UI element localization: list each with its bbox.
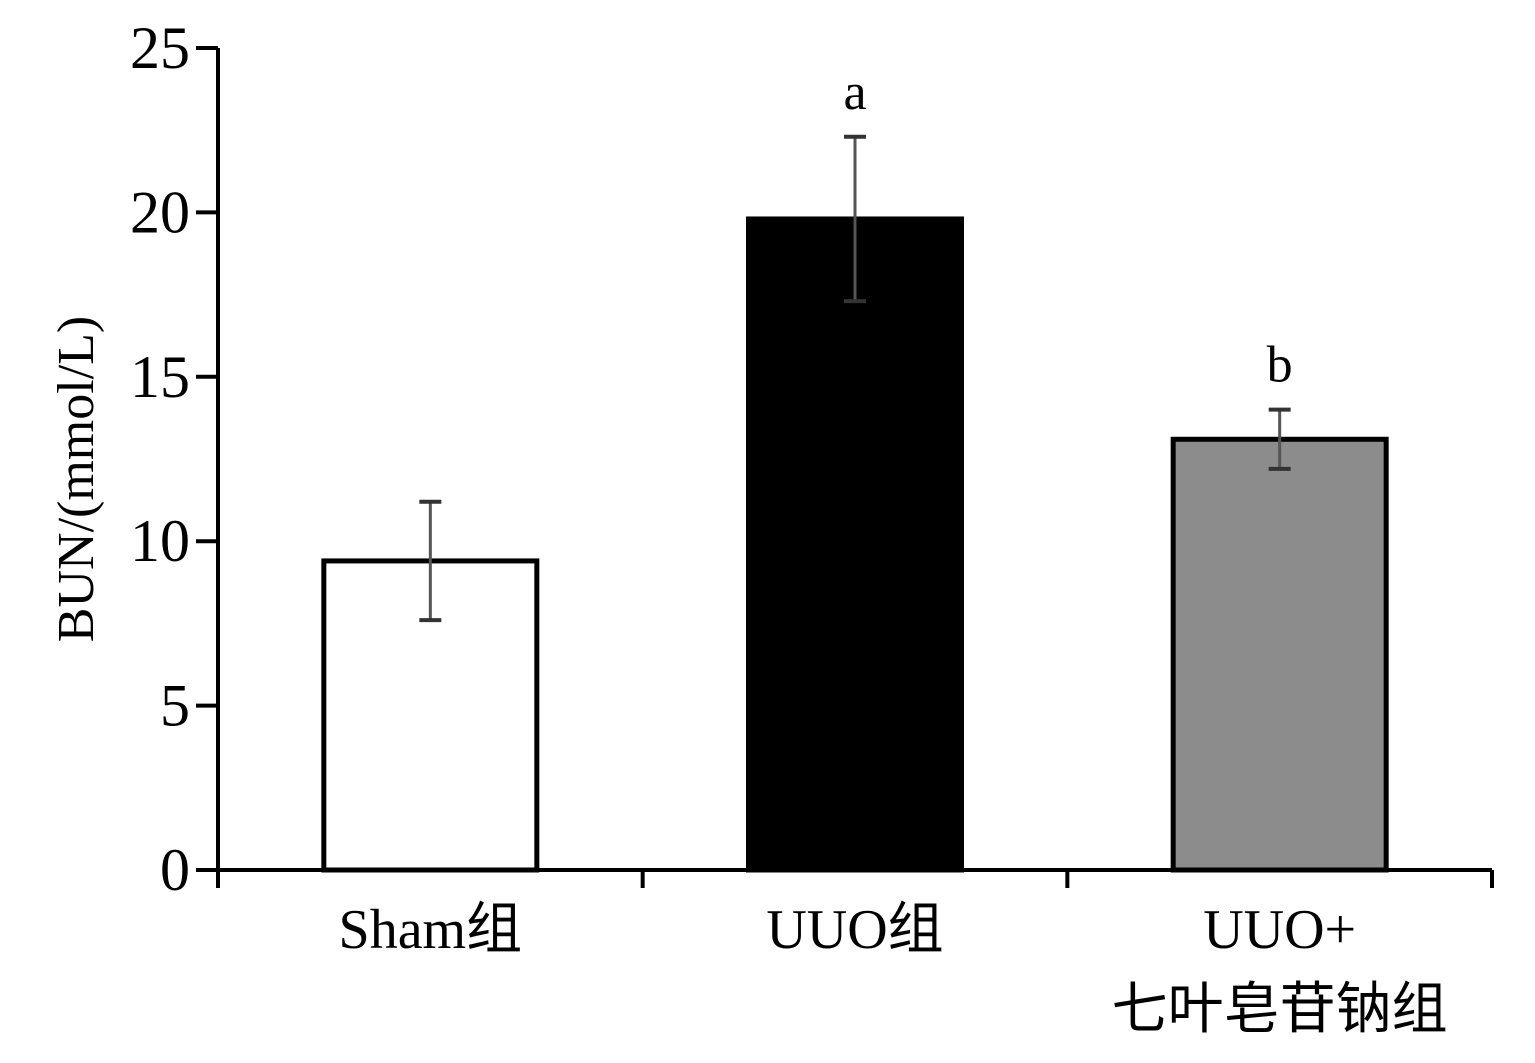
significance-label: a (843, 64, 866, 121)
y-tick-label: 5 (160, 673, 190, 739)
error-bars (419, 134, 1291, 623)
x-category-label: UUO组 (766, 899, 943, 961)
y-tick-label: 25 (130, 15, 190, 81)
y-tick-label: 0 (160, 837, 190, 903)
x-axis: Sham组 UUO组 UUO+ 七叶皂苷钠组 (216, 868, 1494, 1041)
y-axis: 0 5 10 15 20 25 (130, 15, 220, 903)
significance-labels: ab (843, 64, 1292, 394)
y-axis-label: BUN/(mmol/L) (48, 316, 105, 642)
x-category-label: Sham组 (339, 899, 523, 961)
y-tick-label: 15 (130, 344, 190, 410)
y-tick-label: 20 (130, 179, 190, 245)
x-category-label: UUO+ (1203, 899, 1356, 961)
bars (321, 216, 1389, 873)
x-category-label: 七叶皂苷钠组 (1112, 979, 1448, 1041)
y-axis-label-group: BUN/(mmol/L) (48, 316, 105, 642)
bar (746, 216, 964, 873)
significance-label: b (1267, 337, 1293, 394)
bar (1170, 436, 1389, 873)
y-tick-label: 10 (130, 508, 190, 574)
